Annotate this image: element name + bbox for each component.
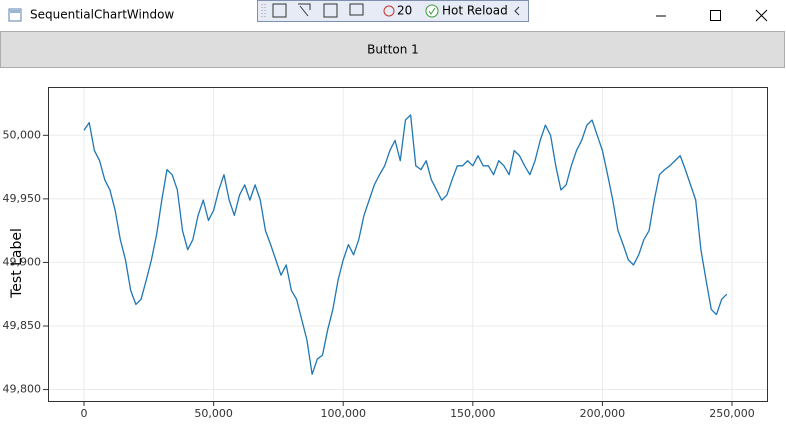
chart: Test Label 49,800 49,850 49,900 49,950 50,00…	[3, 87, 768, 420]
x-tick-label: 0	[81, 407, 88, 420]
x-tick-label: 100,000	[320, 407, 366, 420]
app-icon-bar	[10, 10, 20, 13]
x-tick-label: 150,000	[450, 407, 496, 420]
toolbar-grip	[261, 4, 266, 18]
window-title: SequentialChartWindow	[30, 8, 174, 22]
plot-frame	[48, 87, 768, 402]
data-line	[83, 114, 728, 375]
tool-select[interactable]	[298, 3, 311, 17]
y-tick-label: 50,000	[3, 128, 42, 141]
x-tick-label: 250,000	[709, 407, 755, 420]
button-label[interactable]: Button 1	[367, 43, 419, 57]
toolbar-collapse[interactable]	[514, 6, 520, 16]
error-icon[interactable]	[383, 5, 395, 17]
y-tick-label: 49,950	[3, 192, 42, 205]
maximize-button[interactable]	[710, 10, 721, 21]
debug-toolbar	[257, 0, 529, 22]
hot-reload-label[interactable]: Hot Reload	[442, 4, 508, 18]
close-button[interactable]	[755, 9, 768, 22]
x-tick-label: 50,000	[194, 407, 233, 420]
y-tick-label: 49,850	[3, 319, 42, 332]
tool-inspect[interactable]	[272, 3, 287, 18]
y-tick-label: 49,900	[3, 255, 42, 268]
y-tick-label: 49,800	[3, 383, 42, 396]
tool-layout[interactable]	[323, 3, 338, 18]
hot-reload-icon[interactable]	[425, 4, 439, 18]
hot-reload-check	[428, 7, 436, 15]
x-tick-label: 200,000	[580, 407, 626, 420]
error-count[interactable]: 20	[397, 4, 412, 18]
button[interactable]	[0, 31, 785, 68]
tool-track[interactable]	[349, 3, 364, 16]
y-axis-label: Test Label	[9, 228, 25, 299]
